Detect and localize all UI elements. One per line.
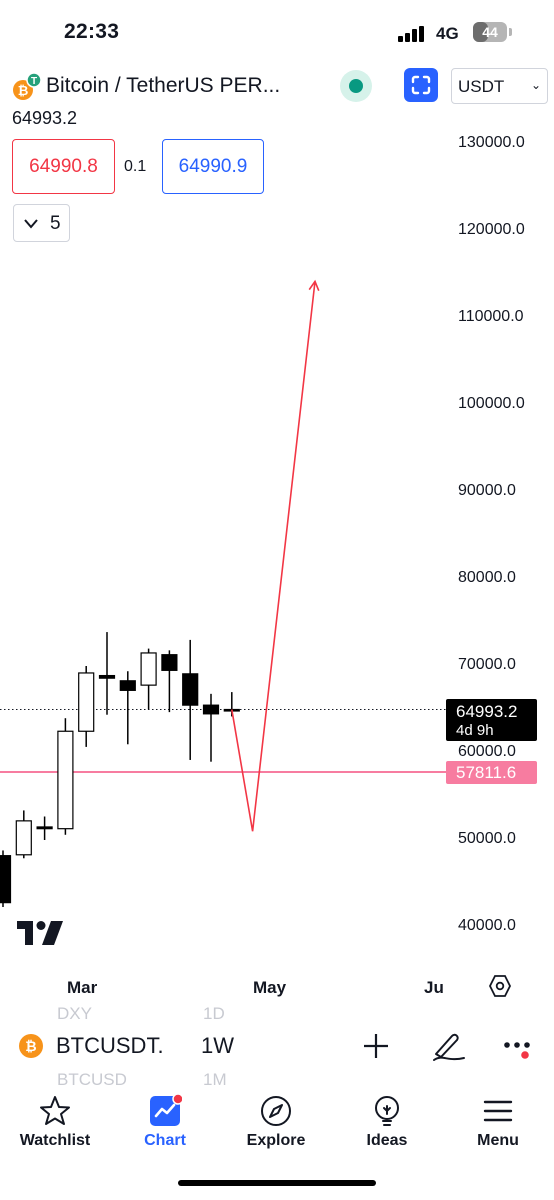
- plus-icon[interactable]: [362, 1032, 390, 1060]
- candle-body: [182, 673, 199, 706]
- currency-value: USDT: [458, 77, 505, 96]
- price-axis-tick: 60000.0: [458, 743, 516, 760]
- lightbulb-icon: [375, 1096, 399, 1126]
- candle-body: [140, 652, 157, 686]
- fullscreen-icon: [411, 75, 431, 95]
- nav-menu[interactable]: Menu: [443, 1084, 553, 1164]
- btc-coin-icon: ₿: [19, 1034, 43, 1058]
- ghost-symbol-next: BTCUSD: [57, 1070, 127, 1089]
- more-icon[interactable]: [502, 1038, 536, 1062]
- compass-icon: [261, 1096, 291, 1126]
- candle-body: [78, 672, 95, 732]
- price-chart[interactable]: [0, 0, 554, 960]
- price-axis-tick: 80000.0: [458, 569, 516, 586]
- battery-level: 44: [482, 24, 498, 40]
- nav-chart[interactable]: Chart: [110, 1084, 220, 1164]
- brush-icon[interactable]: [430, 1028, 468, 1064]
- horizontal-level-tag: 57811.6: [446, 761, 537, 784]
- time-tick-jun: Ju: [424, 978, 444, 997]
- candle-body: [57, 730, 74, 830]
- network-type: 4G: [436, 24, 459, 43]
- time-tick-mar: Mar: [67, 978, 98, 997]
- battery-fill: [473, 22, 488, 42]
- status-time: 22:33: [64, 20, 120, 43]
- chevron-down-icon: [24, 219, 38, 229]
- battery-nub: [509, 28, 512, 36]
- nav-label: Explore: [246, 1132, 306, 1149]
- candle-body: [98, 674, 116, 679]
- nav-explore[interactable]: Explore: [221, 1084, 331, 1164]
- last-price-label: 64993.2: [456, 702, 518, 721]
- signal-icon: [398, 26, 424, 42]
- price-axis-tick: 40000.0: [458, 917, 516, 934]
- sell-button[interactable]: 64990.8: [12, 139, 115, 194]
- candle-body: [36, 826, 53, 830]
- ghost-interval-next: 1M: [203, 1070, 227, 1089]
- nav-label: Menu: [477, 1132, 519, 1149]
- time-tick-may: May: [253, 978, 287, 997]
- price-axis-tick: 70000.0: [458, 656, 516, 673]
- symbol-selector[interactable]: BTCUSDT.: [56, 1033, 164, 1058]
- hamburger-menu-icon: [483, 1100, 513, 1122]
- projection-arrowhead: [308, 279, 320, 292]
- nav-ideas[interactable]: Ideas: [332, 1084, 442, 1164]
- price-axis-tick: 100000.0: [458, 395, 525, 412]
- price-axis-tick: 120000.0: [458, 221, 525, 238]
- currency-select[interactable]: USDT ⌄: [451, 68, 548, 104]
- symbol-title[interactable]: Bitcoin / TetherUS PER...: [46, 74, 281, 97]
- last-price-tag: 64993.2 4d 9h: [446, 699, 537, 741]
- projection-path: [231, 281, 316, 832]
- svg-text:T: T: [31, 76, 37, 87]
- nav-label: Watchlist: [19, 1132, 91, 1149]
- candle-body: [0, 855, 12, 904]
- bitcoin-logo-icon: ₿ T: [13, 72, 42, 100]
- nav-label: Chart: [144, 1132, 186, 1149]
- home-indicator: [178, 1180, 376, 1186]
- indicators-count: 5: [50, 213, 61, 234]
- spread-value: 0.1: [124, 158, 147, 175]
- chart-icon: [150, 1094, 182, 1126]
- price-axis-tick: 130000.0: [458, 134, 525, 151]
- bar-countdown: 4d 9h: [456, 722, 494, 739]
- fullscreen-button[interactable]: [404, 68, 438, 102]
- battery-icon: 44: [473, 22, 507, 42]
- star-icon: [40, 1096, 70, 1125]
- ghost-symbol-prev: DXY: [57, 1004, 92, 1023]
- candle-body: [161, 654, 178, 671]
- interval-selector[interactable]: 1W: [201, 1033, 234, 1058]
- hexagon-settings-icon[interactable]: [488, 974, 512, 998]
- svg-text:₿: ₿: [18, 83, 29, 98]
- price-axis-tick: 110000.0: [458, 308, 524, 325]
- price-axis-tick: 90000.0: [458, 482, 516, 499]
- candle-body: [119, 680, 136, 691]
- buy-button[interactable]: 64990.9: [162, 139, 264, 194]
- live-status-icon: [340, 70, 372, 102]
- tradingview-logo-icon: [17, 921, 63, 945]
- chevron-down-icon: ⌄: [530, 78, 541, 92]
- nav-label: Ideas: [366, 1132, 408, 1149]
- header-last-price: 64993.2: [12, 108, 78, 128]
- candle-body: [15, 820, 32, 856]
- indicators-toggle-button[interactable]: 5: [13, 204, 70, 242]
- ghost-interval-prev: 1D: [203, 1004, 225, 1023]
- candle-body: [202, 704, 220, 715]
- price-axis-tick: 50000.0: [458, 830, 516, 847]
- nav-watchlist[interactable]: Watchlist: [0, 1084, 110, 1164]
